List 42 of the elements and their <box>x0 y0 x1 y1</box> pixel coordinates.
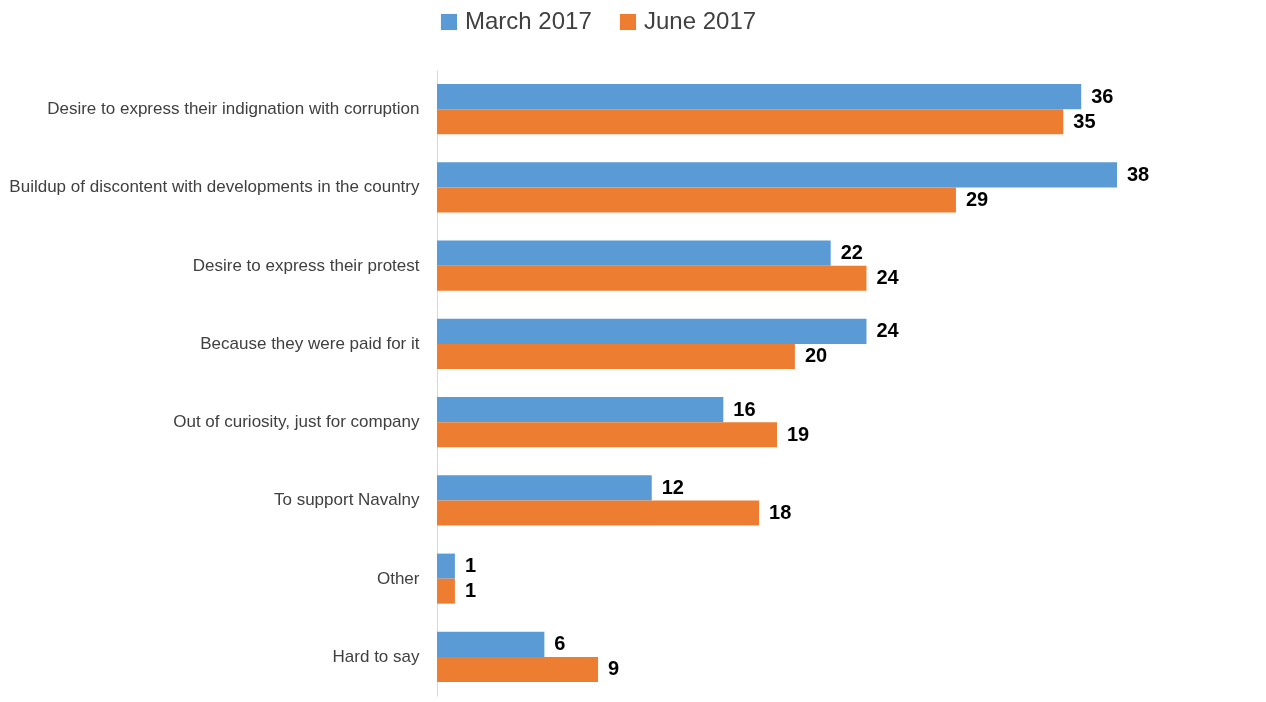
y-tick-label: Other <box>376 568 420 588</box>
data-label: 16 <box>733 397 756 420</box>
y-tick-label: Desire to express their indignation with corruption <box>47 99 420 119</box>
bar <box>437 500 760 526</box>
bar <box>437 187 956 213</box>
y-tick-label: Out of curiosity, just for company <box>173 412 420 432</box>
bar <box>437 422 777 448</box>
bar <box>437 265 867 291</box>
data-label: 24 <box>876 266 900 289</box>
bar <box>437 240 831 266</box>
bar <box>437 553 455 579</box>
bar <box>437 397 724 423</box>
bar <box>437 109 1064 135</box>
data-label: 24 <box>876 319 900 342</box>
data-label: 20 <box>804 344 828 367</box>
y-tick-label: Hard to say <box>332 646 420 666</box>
data-label: 9 <box>608 657 620 680</box>
data-label: 29 <box>965 187 989 210</box>
data-label: 35 <box>1073 109 1096 132</box>
legend-label: March 2017 <box>465 7 592 34</box>
y-tick-label: Because they were paid for it <box>200 333 420 353</box>
data-label: 18 <box>769 500 792 523</box>
legend-label: June 2017 <box>644 7 757 34</box>
y-tick-label: To support Navalny <box>273 490 420 510</box>
bar <box>437 343 795 369</box>
data-label: 19 <box>787 422 810 445</box>
data-label: 38 <box>1127 162 1150 185</box>
y-tick-label: Buildup of discontent with developments in the country <box>9 177 420 197</box>
bar <box>437 656 599 682</box>
data-label: 1 <box>464 554 477 577</box>
bar <box>437 578 455 604</box>
data-label: 12 <box>661 475 684 498</box>
y-tick-label: Desire to express their protest <box>192 255 420 275</box>
data-label: 36 <box>1091 84 1114 107</box>
data-label: 22 <box>840 241 863 264</box>
data-label: 6 <box>554 632 566 655</box>
bar <box>437 475 652 501</box>
bar <box>437 631 545 657</box>
bar <box>437 162 1117 188</box>
data-label: 1 <box>464 579 477 602</box>
bar <box>437 318 867 344</box>
bar <box>437 84 1082 110</box>
